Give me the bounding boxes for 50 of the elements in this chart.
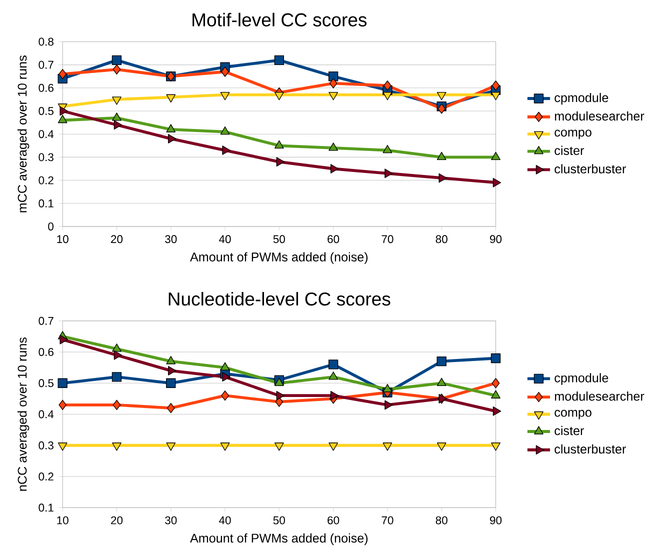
x-tick-label: 80	[436, 234, 448, 243]
legend-label: clusterbuster	[554, 444, 626, 454]
y-tick-label: 0.6	[38, 348, 54, 356]
x-tick-label: 10	[57, 234, 68, 243]
legend-label: compo	[554, 410, 592, 420]
y-axis-title: mCC averaged over 10 runs	[17, 55, 30, 212]
y-tick-label: 0.1	[38, 503, 54, 512]
legend-label: cister	[554, 146, 584, 155]
y-tick-label: 0.8	[38, 38, 54, 46]
x-axis-title: Amount of PWMs added (noise)	[190, 252, 368, 264]
y-tick-label: 0.6	[38, 84, 54, 92]
y-tick-label: 0.3	[38, 441, 54, 450]
y-tick-label: 0.3	[38, 153, 54, 161]
chart-title: Motif-level CC scores	[192, 12, 367, 26]
y-tick-label: 0.2	[38, 472, 54, 480]
chart-title: Nucleotide-level CC scores	[168, 292, 390, 306]
y-axis-title: nCC averaged over 10 runs	[17, 337, 30, 491]
x-tick-label: 50	[273, 516, 285, 524]
x-tick-label: 40	[219, 234, 231, 243]
y-tick-label: 0.7	[38, 60, 54, 69]
y-tick-label: 0.4	[38, 410, 54, 418]
x-tick-label: 20	[111, 516, 123, 524]
x-tick-label: 40	[219, 516, 231, 524]
x-tick-label: 50	[273, 234, 285, 243]
y-tick-label: 0	[48, 222, 54, 230]
x-tick-label: 60	[328, 234, 340, 243]
legend-label: cister	[554, 426, 584, 435]
x-tick-label: 80	[436, 516, 448, 524]
legend-label: clusterbuster	[554, 164, 626, 174]
x-axis-title: Amount of PWMs added (noise)	[190, 533, 368, 545]
x-tick-label: 90	[490, 234, 502, 243]
x-tick-label: 30	[165, 234, 177, 243]
x-tick-label: 30	[165, 516, 177, 524]
y-tick-label: 0.4	[38, 130, 54, 138]
legend-label: modulesearcher	[554, 391, 644, 401]
y-tick-label: 0.7	[38, 316, 54, 325]
y-tick-label: 0.2	[38, 176, 54, 184]
y-tick-label: 0.5	[38, 106, 54, 115]
legend-label: modulesearcher	[554, 111, 644, 120]
legend-label: cpmodule	[554, 92, 608, 104]
legend-label: compo	[554, 130, 592, 139]
x-tick-label: 70	[382, 234, 394, 243]
x-tick-label: 90	[490, 516, 502, 524]
x-tick-label: 20	[111, 234, 123, 243]
x-tick-label: 10	[57, 516, 68, 524]
x-tick-label: 70	[382, 516, 394, 524]
legend-label: cpmodule	[554, 372, 608, 385]
y-tick-label: 0.5	[38, 378, 54, 387]
y-tick-label: 0.1	[38, 199, 54, 208]
x-tick-label: 60	[328, 516, 340, 524]
